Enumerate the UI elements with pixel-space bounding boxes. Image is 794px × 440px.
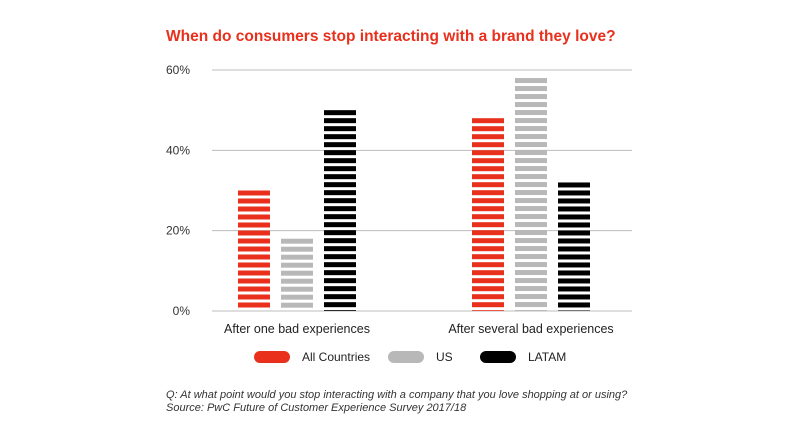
legend-item-us: US — [388, 350, 453, 364]
y-tick-label: 60% — [166, 63, 190, 77]
footnote-source: Source: PwC Future of Customer Experienc… — [166, 402, 467, 414]
legend-swatch-latam — [480, 351, 516, 363]
bar-chart: 0% 20% 40% 60% After one bad experiences Aft… — [166, 63, 632, 336]
legend-item-latam: LATAM — [480, 350, 566, 364]
legend-swatch-us — [388, 351, 424, 363]
x-tick-label: After one bad experiences — [224, 322, 370, 336]
bar-all-countries-2 — [472, 118, 504, 311]
bar-latam-2 — [558, 182, 590, 311]
chart-title: When do consumers stop interacting with … — [166, 28, 616, 45]
legend-label: US — [436, 350, 453, 364]
y-tick-label: 40% — [166, 143, 190, 157]
y-tick-label: 0% — [173, 304, 191, 318]
footnote: Q: At what point would you stop interact… — [166, 389, 627, 415]
legend-label: LATAM — [528, 350, 567, 364]
bar-all-countries-1 — [238, 190, 270, 308]
bar-us-1 — [281, 238, 313, 308]
legend-swatch-all-countries — [254, 351, 290, 363]
footnote-question: Q: At what point would you stop interact… — [166, 389, 628, 401]
bar-latam-1 — [324, 110, 356, 311]
x-tick-label: After several bad experiences — [448, 322, 613, 336]
y-tick-label: 20% — [166, 224, 190, 238]
legend-label: All Countries — [302, 350, 371, 364]
legend-item-all-countries: All Countries — [254, 350, 370, 364]
legend: All Countries US LATAM — [0, 350, 794, 370]
bar-us-2 — [515, 78, 547, 311]
